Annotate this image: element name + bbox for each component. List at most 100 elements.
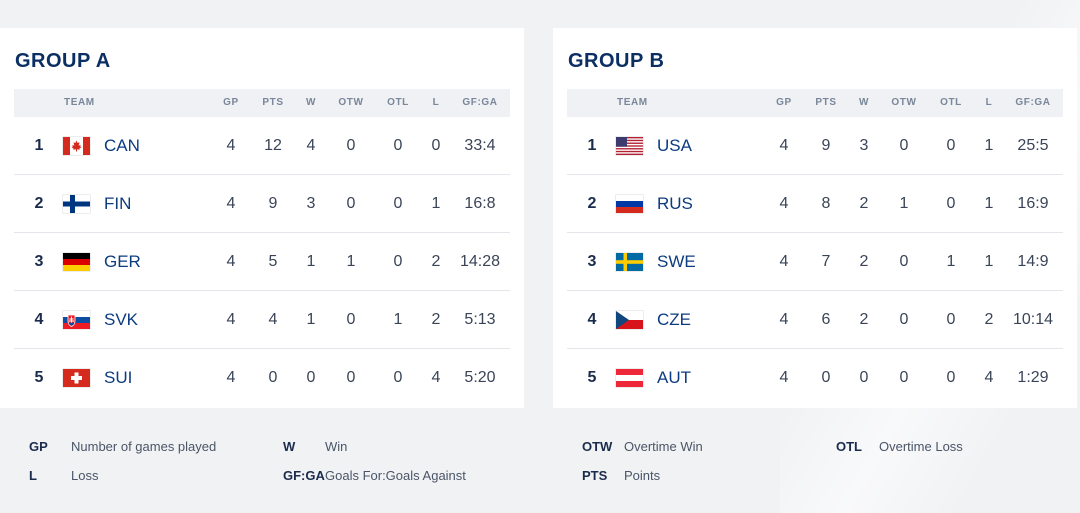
table-row[interactable]: 2 FIN 4 9 3 0 0 1 16:8 <box>14 175 510 233</box>
losses: 4 <box>431 369 441 386</box>
usa-flag-icon <box>616 137 643 155</box>
games-played: 4 <box>226 369 236 386</box>
table-row[interactable]: 4 CZE 4 6 2 0 0 2 10:14 <box>567 291 1063 349</box>
table-row[interactable]: 3 SWE 4 7 2 0 1 1 14:9 <box>567 233 1063 291</box>
wins: 0 <box>859 369 869 386</box>
team-code[interactable]: SVK <box>104 310 139 329</box>
overtime-losses: 0 <box>946 137 956 154</box>
team-code[interactable]: SWE <box>657 252 696 271</box>
header-team: TEAM <box>64 97 95 108</box>
goals-for-against: 25:5 <box>1017 137 1049 154</box>
table-row[interactable]: 1 USA 4 9 3 0 0 1 25:5 <box>567 117 1063 175</box>
group-a-table-header: TEAM GP PTS W OTW OTL L GF:GA <box>14 89 510 117</box>
rank: 2 <box>587 195 597 212</box>
legend-pts-desc: Points <box>624 468 661 483</box>
table-row[interactable]: 5 SUI 4 0 0 0 0 4 5:20 <box>14 349 510 407</box>
losses: 4 <box>984 369 994 386</box>
legend-otw-desc: Overtime Win <box>624 439 703 454</box>
goals-for-against: 1:29 <box>1017 369 1049 386</box>
header-gp: GP <box>776 97 792 108</box>
austria-flag-icon <box>616 369 643 387</box>
header-w: W <box>858 97 870 108</box>
table-row[interactable]: 4 SVK 4 4 1 0 1 2 5:13 <box>14 291 510 349</box>
table-row[interactable]: 3 GER 4 5 1 1 0 2 14:28 <box>14 233 510 291</box>
rank: 3 <box>34 253 44 270</box>
header-pts: PTS <box>262 97 284 108</box>
team-code[interactable]: RUS <box>657 194 693 213</box>
canada-flag-icon <box>63 137 90 155</box>
team-code[interactable]: CAN <box>104 136 140 155</box>
wins: 0 <box>306 369 316 386</box>
table-row[interactable]: 5 AUT 4 0 0 0 0 4 1:29 <box>567 349 1063 407</box>
overtime-wins: 0 <box>899 137 909 154</box>
games-played: 4 <box>779 137 789 154</box>
overtime-wins: 0 <box>899 311 909 328</box>
team-code[interactable]: SUI <box>104 368 133 387</box>
overtime-losses: 0 <box>946 311 956 328</box>
table-row[interactable]: 1 CAN 4 12 4 0 0 0 33:4 <box>14 117 510 175</box>
rank: 5 <box>587 369 597 386</box>
team-code[interactable]: FIN <box>104 194 132 213</box>
wins: 3 <box>859 137 869 154</box>
rank: 2 <box>34 195 44 212</box>
wins: 4 <box>306 137 316 154</box>
overtime-losses: 0 <box>946 369 956 386</box>
losses: 2 <box>431 253 441 270</box>
games-played: 4 <box>779 369 789 386</box>
legend-gfga-desc: Goals For:Goals Against <box>325 468 466 483</box>
points: 0 <box>268 369 278 386</box>
points: 12 <box>264 137 282 154</box>
wins: 3 <box>306 195 316 212</box>
wins: 2 <box>859 195 869 212</box>
goals-for-against: 5:20 <box>464 369 496 386</box>
overtime-losses: 0 <box>393 137 403 154</box>
group-b-rows: 1 USA 4 9 3 0 0 1 25:5 2 RUS 4 8 2 1 0 1 16:9 3 SWE 4 7 2 0 1 1 14… <box>553 117 1077 408</box>
rank: 3 <box>587 253 597 270</box>
losses: 0 <box>431 137 441 154</box>
legend-otw-abbr: OTW <box>582 439 613 454</box>
header-otl: OTL <box>387 97 409 108</box>
games-played: 4 <box>226 311 236 328</box>
group-b-title: GROUP B <box>568 50 665 72</box>
overtime-losses: 1 <box>946 253 956 270</box>
overtime-losses: 0 <box>393 253 403 270</box>
points: 6 <box>821 311 831 328</box>
team-code[interactable]: USA <box>657 136 692 155</box>
overtime-wins: 0 <box>346 195 356 212</box>
legend-otl-abbr: OTL <box>836 439 862 454</box>
wins: 2 <box>859 253 869 270</box>
overtime-wins: 0 <box>899 369 909 386</box>
slovakia-flag-icon <box>63 311 90 329</box>
group-a-rows: 1 CAN 4 12 4 0 0 0 33:4 2 FIN 4 9 3 0 0 1 16:8 3 GER 4 5 1 1 0 2 1… <box>0 117 524 408</box>
losses: 1 <box>984 195 994 212</box>
goals-for-against: 10:14 <box>1012 311 1054 328</box>
losses: 1 <box>984 253 994 270</box>
legend-pts-abbr: PTS <box>582 468 608 483</box>
header-gp: GP <box>223 97 239 108</box>
header-l: L <box>985 97 993 108</box>
games-played: 4 <box>226 137 236 154</box>
header-pts: PTS <box>815 97 837 108</box>
wins: 1 <box>306 311 316 328</box>
team-code[interactable]: GER <box>104 252 141 271</box>
points: 0 <box>821 369 831 386</box>
losses: 1 <box>431 195 441 212</box>
legend-w-abbr: W <box>283 439 296 454</box>
games-played: 4 <box>779 253 789 270</box>
games-played: 4 <box>226 253 236 270</box>
russia-flag-icon <box>616 195 643 213</box>
goals-for-against: 33:4 <box>464 137 496 154</box>
overtime-wins: 0 <box>346 369 356 386</box>
team-code[interactable]: CZE <box>657 310 691 329</box>
team-code[interactable]: AUT <box>657 368 691 387</box>
overtime-wins: 1 <box>346 253 356 270</box>
finland-flag-icon <box>63 195 90 213</box>
germany-flag-icon <box>63 253 90 271</box>
games-played: 4 <box>226 195 236 212</box>
table-row[interactable]: 2 RUS 4 8 2 1 0 1 16:9 <box>567 175 1063 233</box>
sweden-flag-icon <box>616 253 643 271</box>
wins: 2 <box>859 311 869 328</box>
points: 9 <box>821 137 831 154</box>
header-gfga: GF:GA <box>462 97 498 108</box>
losses: 2 <box>984 311 994 328</box>
